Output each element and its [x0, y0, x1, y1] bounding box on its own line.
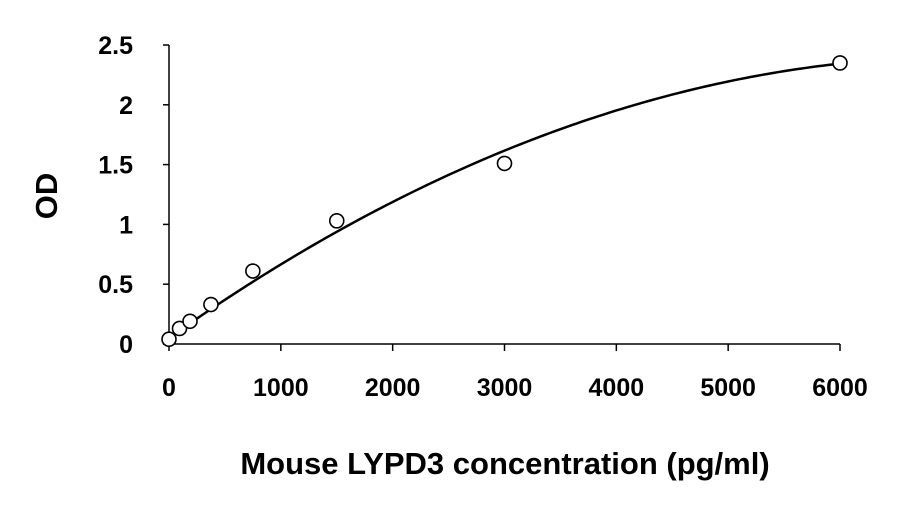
data-point [245, 263, 261, 279]
x-tick-label: 6000 [812, 374, 868, 402]
fit-curve-line [168, 62, 841, 340]
x-tick-label: 5000 [700, 374, 756, 402]
data-point [171, 320, 188, 337]
data-point [182, 313, 198, 330]
x-tick-label: 3000 [477, 374, 533, 402]
x-tick-label: 4000 [589, 374, 645, 402]
x-tick-label: 2000 [365, 374, 421, 402]
data-point [203, 296, 219, 313]
x-tick-label: 1000 [253, 374, 309, 402]
x-tick-label: 0 [162, 374, 176, 402]
data-point [328, 213, 345, 229]
x-tick-labels: 0 1000 2000 3000 4000 5000 6000 [162, 374, 868, 402]
data-point [832, 55, 848, 71]
y-tick-label: 1 [119, 211, 133, 239]
data-point [161, 331, 177, 348]
y-tick-label: 1.5 [98, 152, 133, 180]
y-tick-label: 0 [119, 331, 133, 359]
data-point [496, 155, 513, 172]
x-axis-title: Mouse LYPD3 concentration (pg/ml) [240, 446, 769, 481]
y-axis-title: OD [29, 173, 64, 220]
y-tick-label: 0.5 [98, 271, 133, 299]
axis-ticks [163, 44, 841, 351]
y-tick-label: 2.5 [98, 32, 133, 60]
y-tick-labels: 0 0.5 1 1.5 2 2.5 [98, 32, 133, 359]
axes [163, 44, 841, 351]
data-points [161, 55, 848, 348]
y-tick-label: 2 [119, 92, 133, 120]
